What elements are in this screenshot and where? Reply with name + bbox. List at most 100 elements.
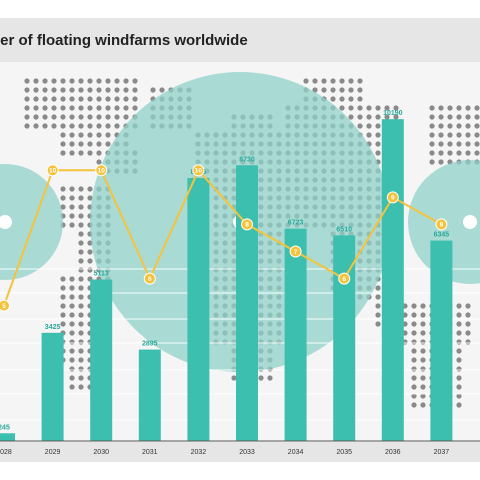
map-dot [321,87,327,93]
line-value-label-2032: 10 [195,168,203,175]
map-dot [60,312,66,318]
map-dot [42,123,48,129]
map-dot [96,87,102,93]
map-dot [69,204,75,210]
map-dot [69,312,75,318]
map-dot [447,114,453,120]
map-dot [375,285,381,291]
map-dot [87,105,93,111]
map-dot [429,132,435,138]
map-dot [420,303,426,309]
map-dot [429,159,435,165]
map-dot [150,87,156,93]
map-dot [366,132,372,138]
map-dot [69,114,75,120]
map-dot [456,321,462,327]
map-dot [69,339,75,345]
map-dot [411,339,417,345]
map-dot [24,105,30,111]
map-dot [96,105,102,111]
map-dot [375,303,381,309]
bar-2036 [381,119,404,441]
map-dot [474,105,480,111]
map-dot [96,132,102,138]
map-dot [114,123,120,129]
x-tick-2034: 2034 [288,449,304,456]
map-dot [87,249,93,255]
line-marker-2036 [386,191,399,204]
bar-label-2030: 5113 [94,271,109,278]
map-dot [114,96,120,102]
map-dot [312,78,318,84]
map-dot [69,276,75,282]
map-dot [33,123,39,129]
map-dot [312,87,318,93]
region-center-dot [0,215,12,229]
map-dot [78,123,84,129]
x-axis-ticks: 2028 2029 2030 2031 2032 2033 2034 2035 2036 2037 [0,449,449,456]
map-dot [429,114,435,120]
map-dot [411,303,417,309]
x-tick-2032: 2032 [191,449,207,456]
map-dot [78,285,84,291]
map-dot [465,339,471,345]
map-dot [69,78,75,84]
bar-label-2031: 2895 [142,341,158,348]
map-dot [96,141,102,147]
map-dot [420,321,426,327]
map-dot [375,114,381,120]
bar-label-2037: 6345 [434,232,450,239]
bar-2029 [41,332,64,441]
region-highlight-circle [0,164,63,280]
chart-title: ber of floating windfarms worldwide [0,32,248,49]
map-dot [60,303,66,309]
map-dot [78,231,84,237]
bar-2035 [333,235,356,441]
map-dot [114,114,120,120]
map-dot [51,105,57,111]
map-dot [51,78,57,84]
map-dot [105,123,111,129]
map-dot [114,78,120,84]
line-marker-2032 [192,164,205,177]
map-dot [411,393,417,399]
map-dot [87,186,93,192]
map-dot [456,303,462,309]
x-tick-2035: 2035 [336,449,352,456]
line-value-label-2034: 7 [294,249,298,256]
map-dot [411,348,417,354]
line-value-label-2037: 8 [440,222,444,229]
map-dot [60,105,66,111]
map-dot [456,312,462,318]
map-dot [60,132,66,138]
bar-2032 [187,178,210,441]
map-dot [384,114,390,120]
map-dot [420,348,426,354]
map-dot [78,132,84,138]
map-dot [456,150,462,156]
map-dot [69,141,75,147]
bar-label-2034: 6723 [288,220,304,227]
map-dot [78,240,84,246]
line-markers: 5 10 10 6 10 8 7 6 9 8 [0,164,448,312]
map-dot [69,384,75,390]
map-dot [78,105,84,111]
map-dot [456,393,462,399]
line-marker-2028 [0,299,10,312]
map-dot [438,159,444,165]
map-dot [78,375,84,381]
map-dot [420,312,426,318]
map-dot [123,105,129,111]
x-tick-2031: 2031 [142,449,158,456]
map-dot [78,222,84,228]
map-dot [60,321,66,327]
map-dot [78,204,84,210]
map-dot [33,105,39,111]
map-dot [348,78,354,84]
map-dot [69,330,75,336]
map-dot [357,96,363,102]
map-dot [411,330,417,336]
map-dot [123,78,129,84]
map-dot [456,132,462,138]
